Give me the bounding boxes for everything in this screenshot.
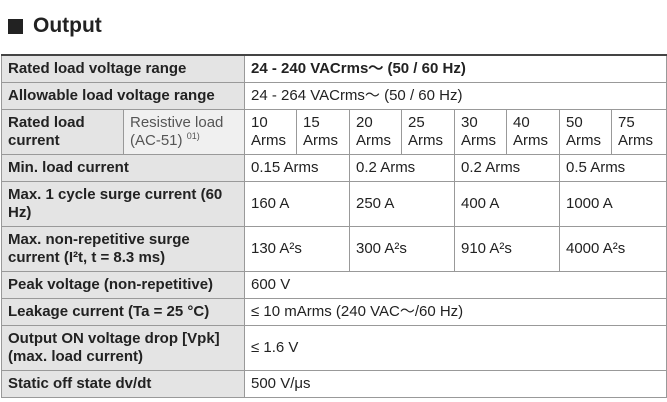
footnote-ref: 01) bbox=[186, 131, 200, 141]
title-icon bbox=[8, 18, 23, 34]
row-label: Rated load voltage range bbox=[1, 54, 245, 83]
table-row: Rated load voltage range 24 - 240 VACrms～… bbox=[1, 54, 667, 83]
row-sublabel: Resistive load (AC-51) 01) bbox=[123, 109, 245, 155]
row-label: Allowable load voltage range bbox=[1, 82, 245, 110]
value-cell: 500 V/μs bbox=[243, 370, 667, 398]
value-cell: 910 A²s bbox=[454, 226, 560, 272]
value-cell: 300 A²s bbox=[349, 226, 455, 272]
row-label: Output ON voltage drop [Vpk] (max. load … bbox=[1, 325, 245, 371]
value-cell: 20 Arms bbox=[349, 109, 402, 155]
value-cell: 400 A bbox=[454, 181, 560, 227]
table-row: Allowable load voltage range 24 - 264 VAC… bbox=[1, 82, 667, 110]
value-cell: 1000 A bbox=[558, 181, 667, 227]
row-label: Static off state dv/dt bbox=[1, 370, 245, 398]
row-label: Leakage current (Ta = 25 °C) bbox=[1, 298, 245, 326]
value-cell: 4000 A²s bbox=[558, 226, 667, 272]
value-cell: 0.2 Arms bbox=[349, 154, 455, 182]
table-row: Min. load current 0.15 Arms 0.2 Arms 0.2 Ar… bbox=[1, 154, 667, 182]
row-label: Min. load current bbox=[1, 154, 245, 182]
label-text: Rated load current bbox=[8, 114, 85, 149]
title-text: Output bbox=[33, 14, 102, 37]
value-cell: 50 Arms bbox=[559, 109, 612, 155]
value-cell: ≤ 1.6 V bbox=[243, 325, 667, 371]
value-cell: 0.5 Arms bbox=[558, 154, 667, 182]
value-cell: 130 A²s bbox=[244, 226, 350, 272]
value-cell: 40 Arms bbox=[506, 109, 560, 155]
value-cell: 75 Arms bbox=[610, 109, 667, 155]
table-row: Static off state dv/dt 500 V/μs bbox=[1, 370, 667, 398]
value-cell: 30 Arms bbox=[454, 109, 507, 155]
row-label: Peak voltage (non-repetitive) bbox=[1, 271, 245, 299]
value-cell: 0.2 Arms bbox=[454, 154, 560, 182]
table-row: Rated load current Resistive load (AC-51)… bbox=[1, 109, 667, 155]
value-cell: 600 V bbox=[243, 271, 667, 299]
value-cell: 0.15 Arms bbox=[244, 154, 350, 182]
row-label: Rated load current bbox=[1, 109, 124, 155]
value-cell: 24 - 264 VACrms～ (50 / 60 Hz) bbox=[243, 82, 667, 110]
row-label: Max. non-repetitive surge current (I²t, … bbox=[1, 226, 245, 272]
spec-table: Rated load voltage range 24 - 240 VACrms～… bbox=[1, 54, 667, 398]
value-cell: 24 - 240 VACrms～ (50 / 60 Hz) bbox=[243, 54, 667, 83]
value-cell: ≤ 10 mArms (240 VAC～/60 Hz) bbox=[243, 298, 667, 326]
sublabel-text: Resistive load (AC-51) bbox=[130, 114, 224, 149]
section-title: Output bbox=[8, 14, 102, 38]
value-cell: 10 Arms bbox=[244, 109, 297, 155]
value-cell: 160 A bbox=[244, 181, 350, 227]
value-cell: 15 Arms bbox=[296, 109, 350, 155]
value-cell: 25 Arms bbox=[401, 109, 455, 155]
table-row: Leakage current (Ta = 25 °C) ≤ 10 mArms (… bbox=[1, 298, 667, 326]
table-row: Max. non-repetitive surge current (I²t, … bbox=[1, 226, 667, 272]
value-cell: 250 A bbox=[349, 181, 455, 227]
table-row: Peak voltage (non-repetitive) 600 V bbox=[1, 271, 667, 299]
table-row: Output ON voltage drop [Vpk] (max. load … bbox=[1, 325, 667, 371]
row-label: Max. 1 cycle surge current (60 Hz) bbox=[1, 181, 245, 227]
